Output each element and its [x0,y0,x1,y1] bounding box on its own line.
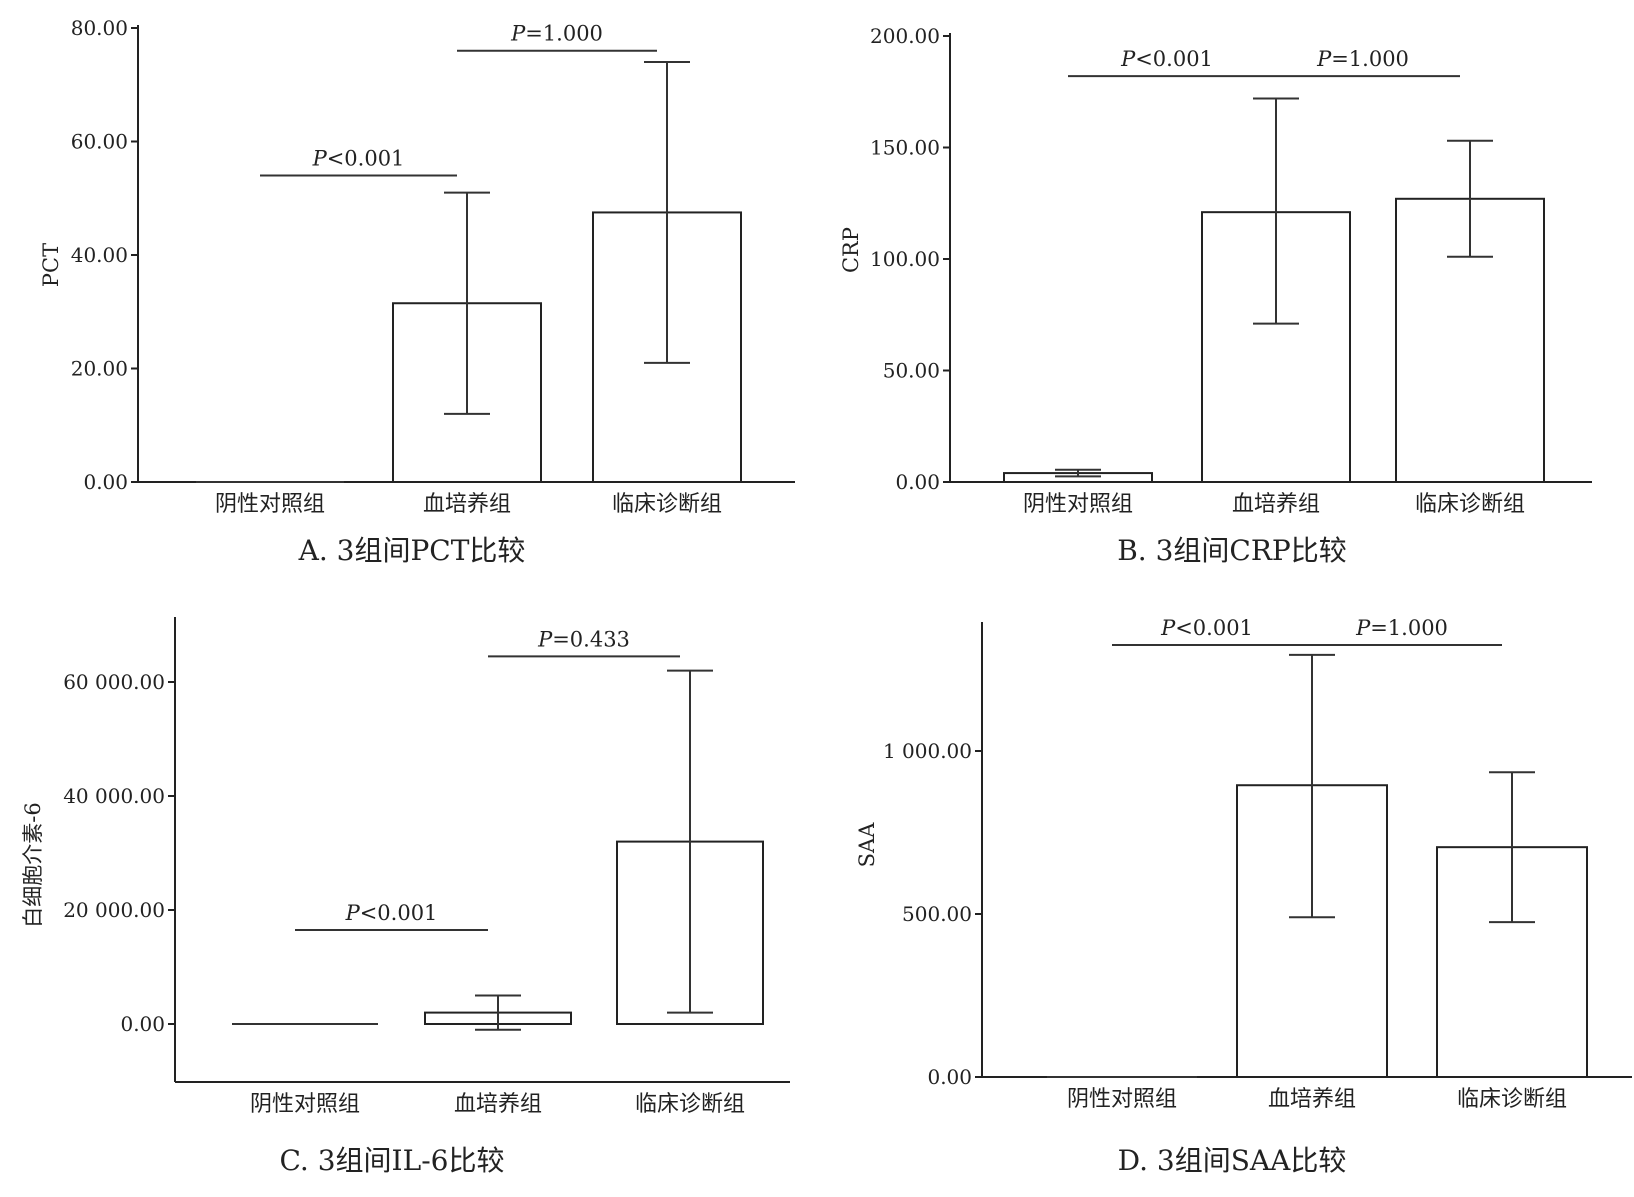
y-tick-label: 80.00 [71,16,128,40]
category-label: 阴性对照组 [1023,492,1133,517]
y-tick-label: 50.00 [883,359,940,383]
significance-label: P=1.000 [510,22,603,46]
y-tick-label: 0.00 [83,470,128,494]
y-axis-label: SAA [855,822,879,868]
chart-panel-a: 0.00 20.00 40.00 60.00 80.00 PCT 阴性对照组 血培养组 临床诊断… [39,16,795,567]
y-tick-label: 60 000.00 [63,670,165,694]
category-label: 血培养组 [1232,492,1320,517]
chart-panel-d: 0.00 500.00 1 000.00 SAA 阴性对照组 血培养组 临床诊断组 P<0.0… [855,616,1632,1177]
y-tick-label: 40 000.00 [63,784,165,808]
category-label: 临床诊断组 [612,492,722,517]
category-label: 血培养组 [454,1092,542,1117]
significance-label: P<0.001 [345,901,438,925]
significance-label: P<0.001 [1160,616,1253,640]
chart-panel-c: 0.00 20 000.00 40 000.00 60 000.00 白细胞介素-6 阴性… [21,617,790,1177]
y-axis-label: CRP [839,227,863,273]
significance-label: P=1.000 [1355,616,1448,640]
y-tick-label: 1 000.00 [883,739,972,763]
category-label: 临床诊断组 [1457,1087,1567,1112]
y-tick-label: 100.00 [870,247,940,271]
panel-caption: D. 3组间SAA比较 [1118,1144,1347,1177]
significance-label: P<0.001 [1120,47,1213,71]
y-axis-label: PCT [39,243,63,287]
y-tick-label: 20.00 [71,357,128,381]
y-tick-label: 60.00 [71,130,128,154]
y-tick-label: 150.00 [870,136,940,160]
y-tick-label: 0.00 [895,470,940,494]
y-tick-label: 20 000.00 [63,898,165,922]
category-label: 临床诊断组 [1415,492,1525,517]
panel-caption: C. 3组间IL-6比较 [280,1144,505,1177]
chart-panel-b: 0.00 50.00 100.00 150.00 200.00 CRP 阴性对照组 血培养组 临… [839,24,1592,567]
significance-label: P=1.000 [1316,47,1409,71]
y-tick-label: 500.00 [902,902,972,926]
category-label: 临床诊断组 [635,1092,745,1117]
y-tick-label: 40.00 [71,243,128,267]
significance-label: P=0.433 [537,627,630,651]
category-label: 阴性对照组 [1067,1087,1177,1112]
category-label: 血培养组 [1268,1087,1356,1112]
panel-caption: A. 3组间PCT比较 [298,534,526,567]
category-label: 阴性对照组 [250,1092,360,1117]
category-label: 血培养组 [423,492,511,517]
y-tick-label: 200.00 [870,24,940,48]
y-tick-label: 0.00 [120,1012,165,1036]
y-tick-label: 0.00 [927,1065,972,1089]
y-axis-label: 白细胞介素-6 [21,802,45,927]
significance-label: P<0.001 [312,147,405,171]
panel-caption: B. 3组间CRP比较 [1117,534,1347,567]
category-label: 阴性对照组 [215,492,325,517]
